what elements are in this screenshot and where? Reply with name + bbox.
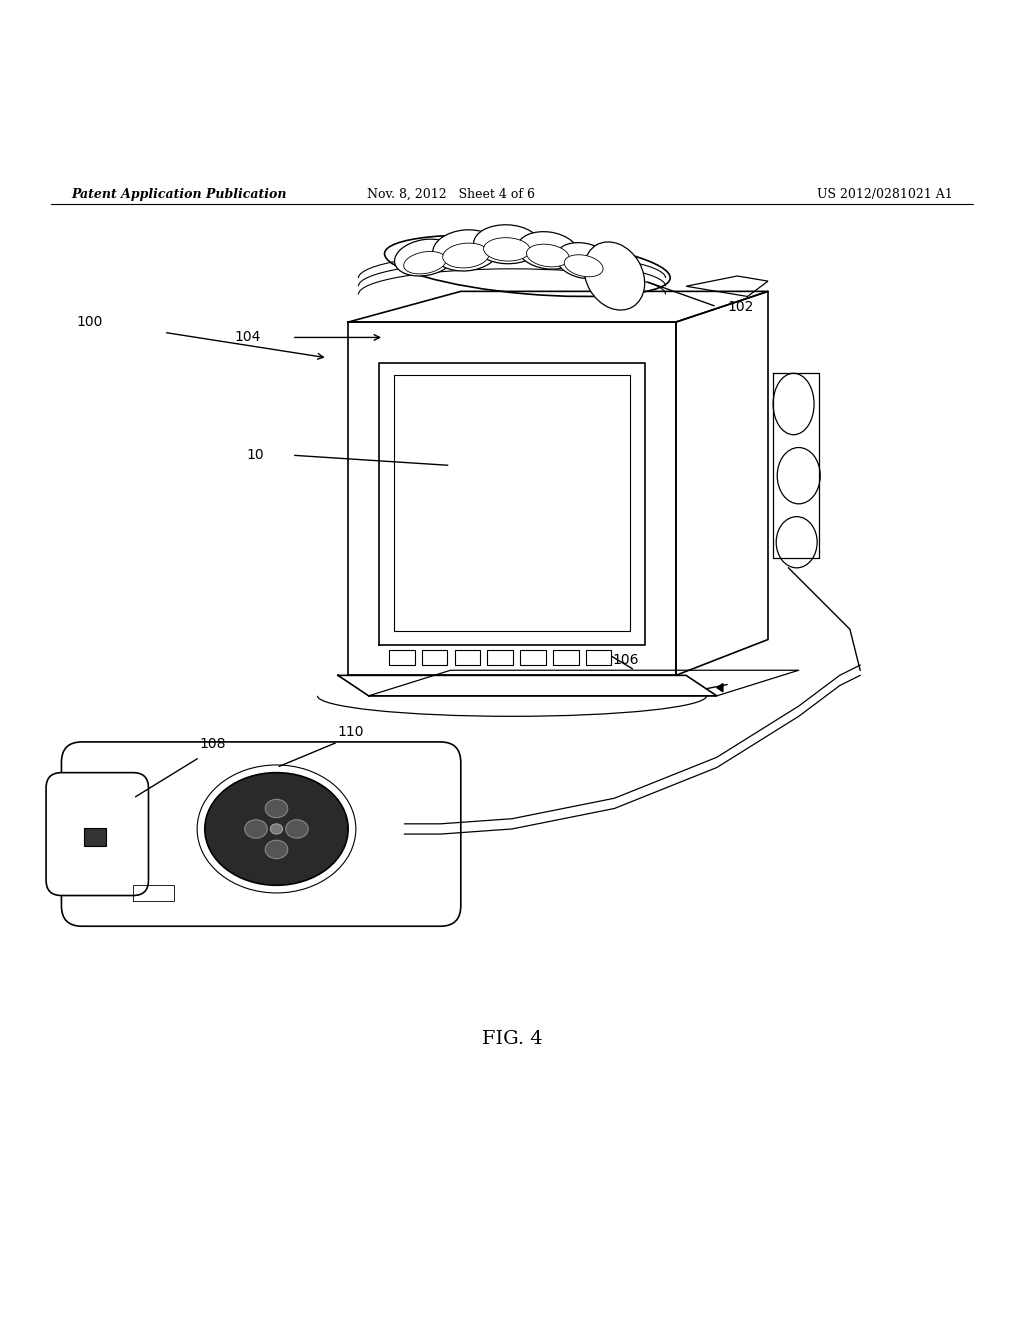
Ellipse shape bbox=[270, 824, 283, 834]
Bar bbox=[487, 649, 513, 665]
Bar bbox=[389, 649, 415, 665]
Bar bbox=[422, 649, 447, 665]
Ellipse shape bbox=[403, 252, 446, 275]
Bar bbox=[586, 649, 611, 665]
Text: Patent Application Publication: Patent Application Publication bbox=[72, 187, 287, 201]
Bar bbox=[84, 828, 106, 846]
Polygon shape bbox=[717, 684, 723, 692]
Ellipse shape bbox=[776, 516, 817, 568]
Text: US 2012/0281021 A1: US 2012/0281021 A1 bbox=[816, 187, 952, 201]
Text: 10: 10 bbox=[247, 449, 264, 462]
Ellipse shape bbox=[777, 447, 820, 504]
Ellipse shape bbox=[385, 235, 670, 297]
Ellipse shape bbox=[526, 244, 569, 267]
Polygon shape bbox=[686, 276, 768, 297]
Bar bbox=[553, 649, 579, 665]
Ellipse shape bbox=[286, 820, 308, 838]
Text: 104: 104 bbox=[234, 330, 261, 345]
Text: Nov. 8, 2012   Sheet 4 of 6: Nov. 8, 2012 Sheet 4 of 6 bbox=[367, 187, 535, 201]
Ellipse shape bbox=[205, 772, 348, 886]
Ellipse shape bbox=[556, 243, 611, 279]
Ellipse shape bbox=[394, 239, 456, 276]
Text: 108: 108 bbox=[200, 737, 226, 751]
Text: 106: 106 bbox=[612, 653, 639, 667]
Text: 110: 110 bbox=[338, 725, 365, 739]
Ellipse shape bbox=[245, 820, 267, 838]
Ellipse shape bbox=[564, 255, 603, 277]
Ellipse shape bbox=[265, 841, 288, 858]
Ellipse shape bbox=[474, 224, 540, 264]
Ellipse shape bbox=[265, 800, 288, 817]
Text: FIG. 4: FIG. 4 bbox=[481, 1030, 543, 1048]
Bar bbox=[455, 649, 480, 665]
Bar bbox=[520, 649, 546, 665]
FancyBboxPatch shape bbox=[61, 742, 461, 927]
Text: 102: 102 bbox=[727, 300, 754, 314]
Ellipse shape bbox=[773, 374, 814, 434]
Text: 100: 100 bbox=[76, 315, 102, 329]
Ellipse shape bbox=[517, 231, 579, 269]
FancyBboxPatch shape bbox=[46, 772, 148, 895]
Ellipse shape bbox=[584, 242, 645, 310]
Ellipse shape bbox=[442, 243, 489, 268]
Ellipse shape bbox=[483, 238, 530, 261]
Ellipse shape bbox=[433, 230, 499, 271]
